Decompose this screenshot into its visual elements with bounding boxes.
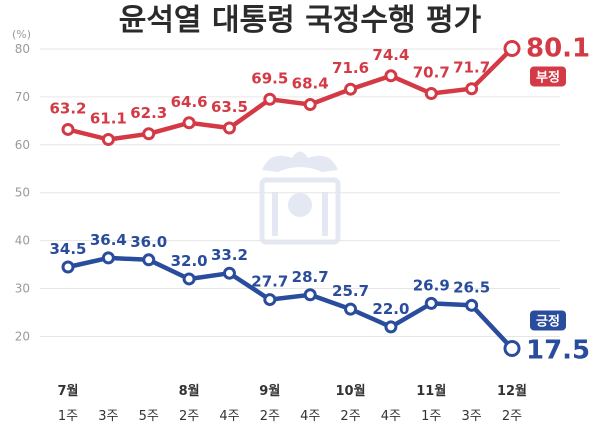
data-point [61,122,75,136]
data-label-latest: 80.1 [526,33,590,63]
data-label: 63.5 [211,98,248,116]
data-label: 22.0 [372,300,409,318]
data-point [142,127,156,141]
data-label: 28.7 [292,268,329,286]
y-axis-unit: (%) [12,28,31,41]
series-tag-label: 긍정 [536,313,560,329]
data-label: 36.0 [130,233,167,251]
data-point [303,288,317,302]
chart-title: 윤석열 대통령 국정수행 평가 [119,3,482,38]
data-label: 62.3 [130,104,167,122]
data-label: 26.9 [413,276,450,294]
data-label: 70.7 [413,64,450,82]
x-month-label: 12월 [497,383,527,399]
x-week-label: 1주 [421,409,441,424]
data-point [222,121,236,135]
x-month-label: 11월 [416,383,446,399]
data-label: 36.4 [90,231,127,249]
data-point [344,302,358,316]
data-label: 74.4 [372,46,409,64]
data-label: 34.5 [49,240,86,258]
data-point [101,133,115,147]
y-tick-label: 20 [15,329,30,343]
x-week-label: 1주 [58,409,78,424]
data-point [182,272,196,286]
data-point [503,339,521,357]
x-week-label: 5주 [139,409,159,424]
x-axis-labels: 7월 8월 9월 10월 11월 12월 1주 3주 5주 2주 4주 2주 4주 2주 4주 1주 3주 2주 [57,383,527,424]
data-point [263,293,277,307]
data-point [424,296,438,310]
series-line-positive [65,255,515,351]
data-label: 33.2 [211,246,248,264]
x-month-label: 7월 [57,383,78,399]
series-tag-box [530,310,566,331]
x-week-label: 2주 [179,409,199,424]
x-month-label: 8월 [179,383,200,399]
data-label: 71.6 [332,59,369,77]
x-week-label: 3주 [98,409,118,424]
data-point [503,39,521,57]
data-point [465,298,479,312]
y-tick-label: 40 [15,234,30,248]
data-label: 27.7 [251,273,288,291]
emblem-watermark [259,151,341,245]
y-tick-label: 80 [15,42,30,56]
data-label-latest: 17.5 [526,335,590,365]
data-label: 63.2 [49,99,86,117]
data-label: 71.7 [453,59,490,77]
x-month-label: 10월 [336,383,366,399]
data-label: 32.0 [171,252,208,270]
x-week-label: 3주 [462,409,482,424]
series-tag-label: 부정 [536,69,560,85]
data-point [101,251,115,265]
data-point [384,320,398,334]
y-tick-label: 30 [15,282,30,296]
series-lines [65,46,515,351]
data-point [263,92,277,106]
data-point [344,82,358,96]
x-month-label: 9월 [259,383,280,399]
data-label: 64.6 [171,93,208,111]
data-point [465,82,479,96]
data-point [424,87,438,101]
y-axis-ticks: 20 30 40 50 60 70 80 [15,42,30,344]
x-week-label: 4주 [300,409,320,424]
x-week-label: 2주 [340,409,360,424]
data-label: 61.1 [90,110,127,128]
data-point [303,98,317,112]
x-week-label: 2주 [260,409,280,424]
series-line-negative [65,46,515,142]
x-week-label: 2주 [502,409,522,424]
series-tag-box [530,66,566,87]
y-tick-label: 60 [15,138,30,152]
data-label: 25.7 [332,282,369,300]
data-label: 68.4 [292,75,329,93]
data-point [61,260,75,274]
data-points [61,39,521,357]
x-week-label: 4주 [381,409,401,424]
grid-lines [40,48,560,337]
data-point [384,69,398,83]
data-point [222,266,236,280]
data-point [182,116,196,130]
y-tick-label: 50 [15,186,30,200]
data-point [142,253,156,267]
data-label: 26.5 [453,278,490,296]
data-labels: 63.261.1 62.364.6 63.569.5 68.471.674.470.7… [49,33,590,365]
x-week-label: 4주 [219,409,239,424]
y-tick-label: 70 [15,90,30,104]
data-label: 69.5 [251,69,288,87]
